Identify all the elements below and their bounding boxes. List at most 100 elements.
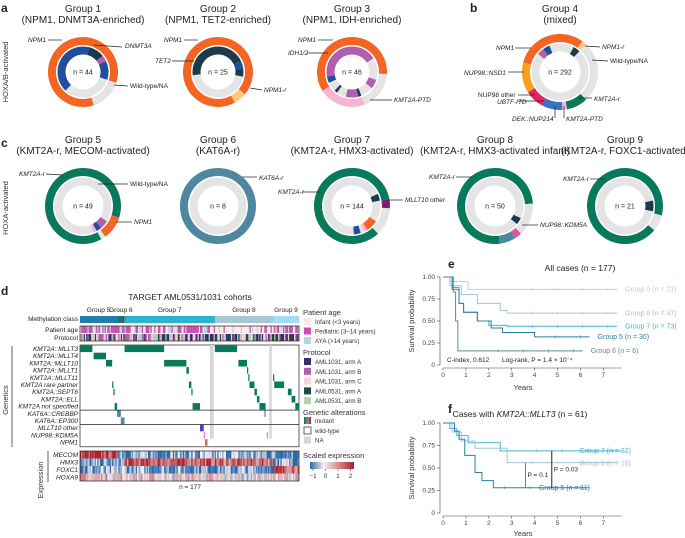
protocol-cell [115, 334, 118, 341]
patient-age-cell [239, 326, 242, 333]
patient-age-cell [259, 326, 261, 333]
protocol-cell [270, 334, 272, 341]
protocol-cell [86, 334, 88, 341]
survival-plot-all-cases: All cases (n = 177) Survival probability… [407, 263, 677, 392]
expression-cell [182, 458, 185, 466]
expression-cell [122, 473, 124, 481]
donut-n: n = 44 [73, 70, 93, 77]
donut-outer-segment [457, 168, 500, 244]
patient-age-cell [234, 326, 237, 333]
expression-cell [143, 458, 145, 466]
donut-outer-segment [100, 215, 120, 237]
expression-cell [263, 458, 265, 466]
group-label: Group 8 [232, 307, 256, 314]
mutation-cell [238, 359, 248, 367]
expression-cell [230, 473, 233, 481]
expression-cell [269, 473, 271, 481]
expression-cell [135, 466, 138, 474]
donut-inner-segment [510, 214, 521, 225]
comparison-p-value: P = 0.1 [527, 472, 548, 479]
expression-cell [211, 473, 213, 481]
expression-cell [248, 473, 250, 481]
expression-cell [287, 473, 290, 481]
protocol-cell [114, 334, 117, 341]
patient-age-cell [82, 326, 84, 333]
expression-cell [94, 473, 97, 481]
patient-age-cell [273, 326, 275, 333]
patient-age-cell [227, 326, 229, 333]
protocol-cell [118, 334, 120, 341]
x-tick-label: 0 [441, 372, 445, 379]
survival-curve [443, 422, 622, 452]
expression-cell [81, 451, 83, 459]
expression-cell [146, 458, 149, 466]
expression-cell [204, 473, 207, 481]
expression-cell [159, 458, 161, 466]
patient-age-cell [249, 326, 251, 333]
expression-cell [217, 451, 219, 459]
expression-cell [134, 473, 136, 481]
patient-age-cell [250, 326, 253, 333]
expression-cell [280, 458, 282, 466]
expression-cell [281, 473, 284, 481]
expression-cell [242, 473, 244, 481]
expression-cell [92, 473, 94, 481]
expression-cell [157, 466, 160, 474]
expression-cell [128, 473, 130, 481]
patient-age-cell [143, 326, 145, 333]
expression-cell [260, 473, 263, 481]
patient-age-cell [201, 326, 203, 333]
protocol-cell [150, 334, 152, 341]
expression-cell [166, 473, 169, 481]
label-tet2: TET2 [155, 58, 171, 65]
expression-cell [149, 466, 151, 474]
expression-cell [212, 473, 214, 481]
protocol-cell [156, 334, 159, 341]
protocol-cell [119, 334, 122, 341]
expression-cell [251, 473, 254, 481]
donut-inner-segment [326, 75, 337, 83]
expression-cell [176, 458, 178, 466]
expression-cell [195, 451, 197, 459]
expression-cell [138, 466, 140, 474]
expression-cell [181, 451, 183, 459]
patient-age-cell [105, 326, 108, 333]
expression-cell [280, 466, 282, 474]
methylation-class-label: Methylation class [28, 316, 79, 323]
protocol-cell [221, 334, 223, 341]
expression-cell [216, 473, 218, 481]
series-label: Group 7 (n = 73) [625, 324, 677, 331]
donut-inner-segment [543, 45, 553, 56]
mutation-cell [188, 381, 192, 389]
protocol-cell [284, 334, 286, 341]
expression-cell [188, 458, 191, 466]
protocol-cell [99, 334, 102, 341]
donut-outer-segment [45, 168, 102, 244]
protocol-cell [214, 334, 217, 341]
expression-cell [157, 473, 160, 481]
protocol-cell [204, 334, 207, 341]
mutation-cell [249, 381, 255, 389]
label-kmt2a-ptd: KMT2A-PTD [566, 116, 603, 123]
protocol-cell [176, 334, 178, 341]
protocol-cell [227, 334, 229, 341]
expression-cell [186, 466, 188, 474]
expression-cell [105, 473, 108, 481]
donut-n: n = 144 [340, 204, 364, 211]
patient-age-cell [223, 326, 225, 333]
protocol-cell [146, 334, 149, 341]
expression-cell [127, 473, 129, 481]
expression-cell [113, 458, 115, 466]
expression-cell [256, 466, 259, 474]
expression-cell [222, 458, 224, 466]
expression-cell [271, 458, 274, 466]
expression-cell [208, 466, 211, 474]
donut-g8: Group 8(KMT2A-r, HMX3-activated infant) n… [420, 135, 570, 244]
donut-inner-segment [83, 46, 90, 56]
expression-cell [209, 473, 212, 481]
donut-outer-segment [586, 168, 655, 244]
expression-cell [287, 466, 290, 474]
expression-cell [130, 466, 133, 474]
expression-cell [291, 473, 294, 481]
expression-cell [250, 451, 253, 459]
